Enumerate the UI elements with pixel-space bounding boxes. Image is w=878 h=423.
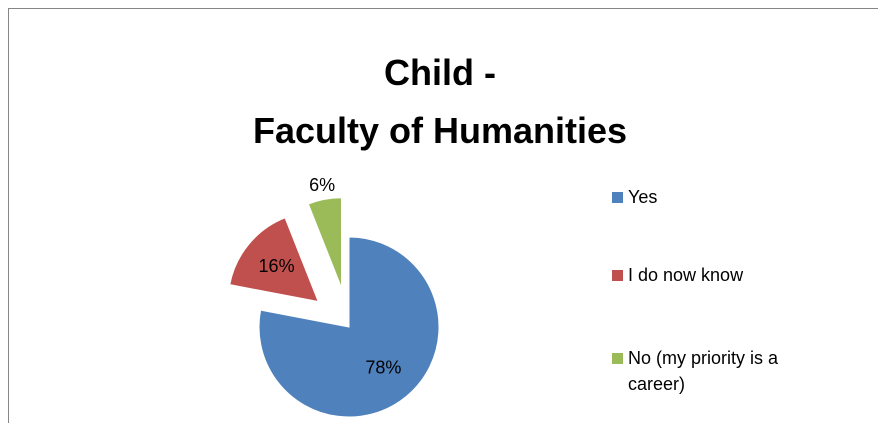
- legend-item: No (my priority is a career): [612, 345, 872, 397]
- legend-item: I do now know: [612, 262, 872, 288]
- legend-label: Yes: [628, 187, 658, 207]
- pie-slice: [307, 197, 343, 288]
- legend-label: I do now know: [628, 265, 744, 285]
- legend-item: Yes: [612, 184, 872, 210]
- pie-slice: [229, 217, 319, 303]
- legend-label: No (my priority is a career): [628, 348, 779, 394]
- legend-swatch: [612, 353, 623, 364]
- data-label: 78%: [365, 357, 401, 377]
- legend-swatch: [612, 270, 623, 281]
- legend-swatch: [612, 192, 623, 203]
- data-label: 16%: [259, 256, 295, 276]
- pie-slice: [258, 236, 440, 418]
- chart-border: [8, 8, 878, 423]
- data-label: 6%: [309, 175, 335, 195]
- chart-title: Child - Faculty of Humanities: [252, 52, 628, 151]
